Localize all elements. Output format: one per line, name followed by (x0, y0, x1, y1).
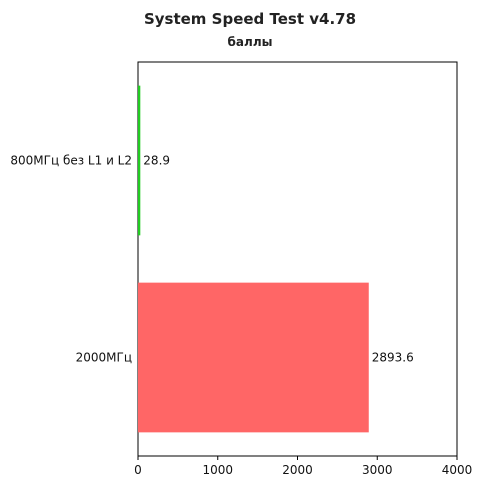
value-label-1: 28.9 (143, 154, 170, 168)
bar-2 (138, 282, 369, 433)
bars-group (138, 85, 369, 433)
x-tick-label-3: 2000 (282, 463, 313, 477)
x-axis-ticks: 0 1000 2000 3000 4000 (134, 456, 472, 477)
chart-subtitle: баллы (228, 35, 273, 49)
value-label-2: 2893.6 (372, 351, 414, 365)
x-tick-label-2: 1000 (202, 463, 233, 477)
x-tick-label-4: 3000 (362, 463, 393, 477)
chart-title: System Speed Test v4.78 (144, 10, 356, 28)
category-label-1: 800МГц без L1 и L2 (10, 154, 132, 168)
labels-group: 800МГц без L1 и L2 28.9 2000МГц 2893.6 (10, 154, 413, 365)
category-label-2: 2000МГц (76, 351, 132, 365)
x-tick-label-1: 0 (134, 463, 142, 477)
bar-1 (138, 85, 141, 236)
x-tick-label-5: 4000 (442, 463, 473, 477)
